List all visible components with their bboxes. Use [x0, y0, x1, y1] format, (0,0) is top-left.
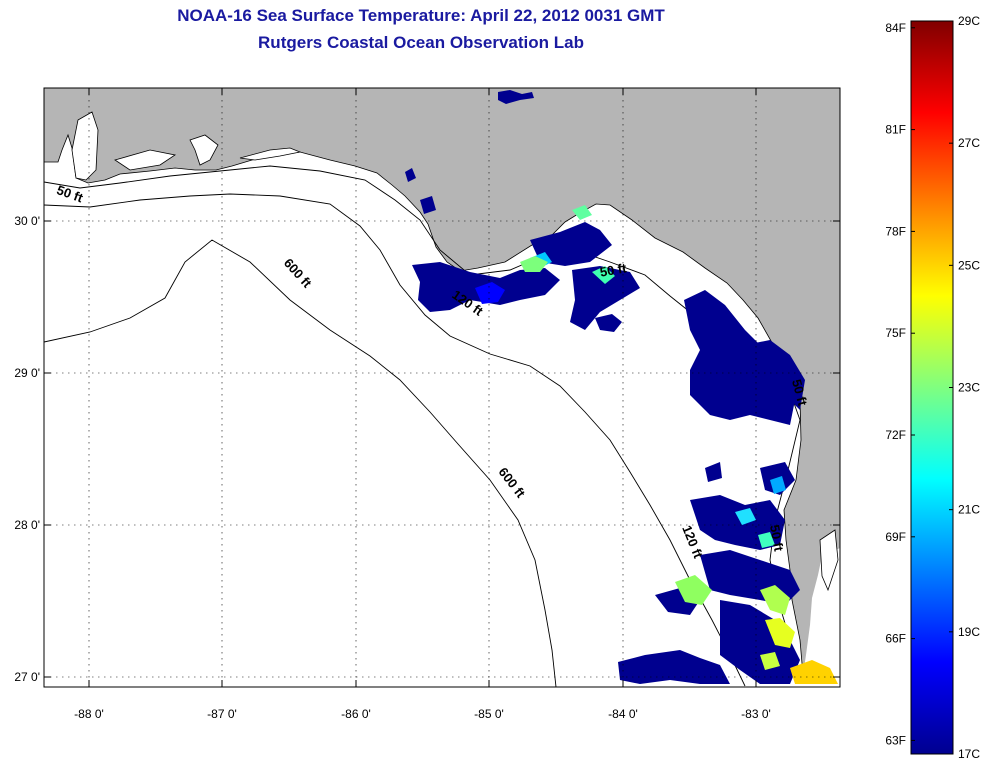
isobath-label: 50 ft — [767, 524, 787, 554]
colorbar: 29C 27C 25C 23C 21C 19C 17C 84F 81F 78F 75F 72F 69F 6… — [885, 14, 980, 761]
isobath-label: 50 ft — [789, 378, 811, 408]
colorbar-ticks: 29C 27C 25C 23C 21C 19C 17C 84F 81F 78F 75F 72F 69F 6… — [885, 14, 980, 761]
map-border — [43, 87, 841, 688]
colorbar-celsius-label: 29C — [958, 14, 980, 28]
colorbar-fahrenheit-label: 84F — [885, 21, 906, 35]
colorbar-fahrenheit-label: 81F — [885, 123, 906, 137]
lon-label: -83 0' — [741, 707, 771, 721]
colorbar-celsius-label: 23C — [958, 381, 980, 395]
colorbar-fahrenheit-label: 72F — [885, 428, 906, 442]
map-title: NOAA-16 Sea Surface Temperature: April 2… — [177, 6, 665, 25]
colorbar-celsius-label: 25C — [958, 258, 980, 272]
graticule — [44, 88, 840, 687]
isobath-120ft — [44, 193, 746, 687]
isobath-600ft — [44, 239, 557, 687]
colorbar-celsius-label: 17C — [958, 747, 980, 761]
colorbar-fahrenheit-label: 69F — [885, 530, 906, 544]
inland-water — [498, 90, 534, 104]
colorbar-celsius-label: 21C — [958, 503, 980, 517]
colorbar-fahrenheit-label: 75F — [885, 326, 906, 340]
lon-label: -87 0' — [207, 707, 237, 721]
sst-patches — [405, 168, 838, 684]
lon-label: -84 0' — [608, 707, 638, 721]
lat-label: 27 0' — [14, 670, 40, 684]
colorbar-fahrenheit-label: 78F — [885, 224, 906, 238]
isobath-label: 50 ft — [599, 260, 629, 280]
lon-label: -88 0' — [74, 707, 104, 721]
lat-label: 28 0' — [14, 518, 40, 532]
lon-label: -85 0' — [474, 707, 504, 721]
colorbar-fahrenheit-label: 66F — [885, 632, 906, 646]
lat-label: 30 0' — [14, 214, 40, 228]
lon-label: -86 0' — [341, 707, 371, 721]
colorbar-fahrenheit-label: 63F — [885, 733, 906, 747]
colorbar-gradient — [910, 20, 954, 755]
colorbar-celsius-label: 19C — [958, 625, 980, 639]
map-panel: -88 0' -87 0' -86 0' -85 0' -84 0' -83 0… — [14, 87, 841, 721]
frame-ticks — [44, 88, 840, 687]
land-mass — [44, 88, 840, 675]
lat-label: 29 0' — [14, 366, 40, 380]
map-subtitle: Rutgers Coastal Ocean Observation Lab — [258, 33, 584, 52]
barrier-islands — [71, 111, 839, 592]
colorbar-celsius-label: 27C — [958, 136, 980, 150]
